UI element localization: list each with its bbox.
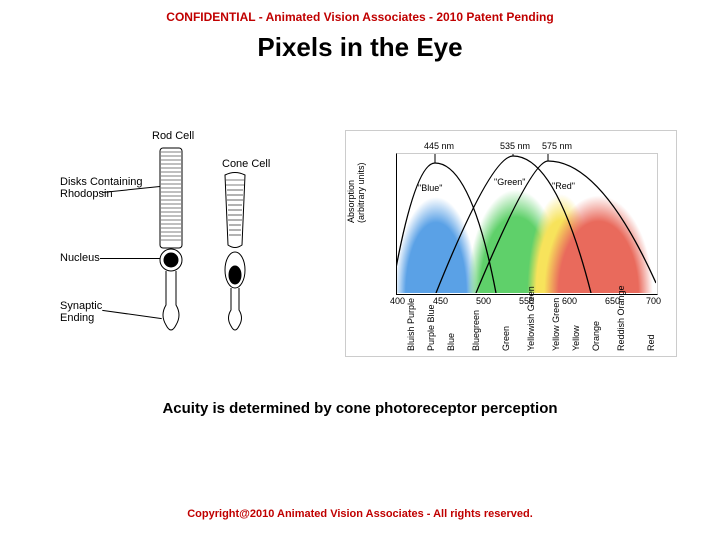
slide: CONFIDENTIAL - Animated Vision Associate… [0,0,720,540]
copyright-footer: Copyright@2010 Animated Vision Associate… [0,508,720,520]
slide-title: Pixels in the Eye [0,32,720,63]
xtick-4: 600 [562,296,577,306]
green-peak-label: 535 nm [500,141,530,151]
band-2: Blue [446,333,456,351]
blue-curve-label: "Blue" [418,183,442,193]
xtick-0: 400 [390,296,405,306]
red-peak-label: 575 nm [542,141,572,151]
band-4: Green [501,326,511,351]
photoreceptor-cell-diagram: Rod Cell Cone Cell Disks Containing Rhod… [60,130,320,350]
red-cone-fill [526,163,656,293]
band-1: Purple Blue [426,304,436,351]
xtick-2: 500 [476,296,491,306]
cone-absorption-spectrum-chart: Absorption (arbitrary units) [345,130,677,357]
content-row: Rod Cell Cone Cell Disks Containing Rhod… [0,130,720,380]
cells-svg [60,130,320,350]
xtick-6: 700 [646,296,661,306]
y-axis-label: Absorption (arbitrary units) [346,162,366,223]
band-10: Red [646,334,656,351]
band-0: Bluish Purple [406,298,416,351]
band-7: Yellow [571,325,581,351]
plot-area [396,153,656,293]
band-9: Reddish Orange [616,285,626,351]
blue-peak-label: 445 nm [424,141,454,151]
confidential-header: CONFIDENTIAL - Animated Vision Associate… [0,0,720,24]
green-curve-label: "Green" [494,177,525,187]
red-curve-label: "Red" [552,181,575,191]
band-6: Yellow Green [551,298,561,351]
band-5: Yellowish Green [526,286,536,351]
band-8: Orange [591,321,601,351]
band-3: Bluegreen [471,310,481,351]
caption-text: Acuity is determined by cone photorecept… [0,400,720,417]
